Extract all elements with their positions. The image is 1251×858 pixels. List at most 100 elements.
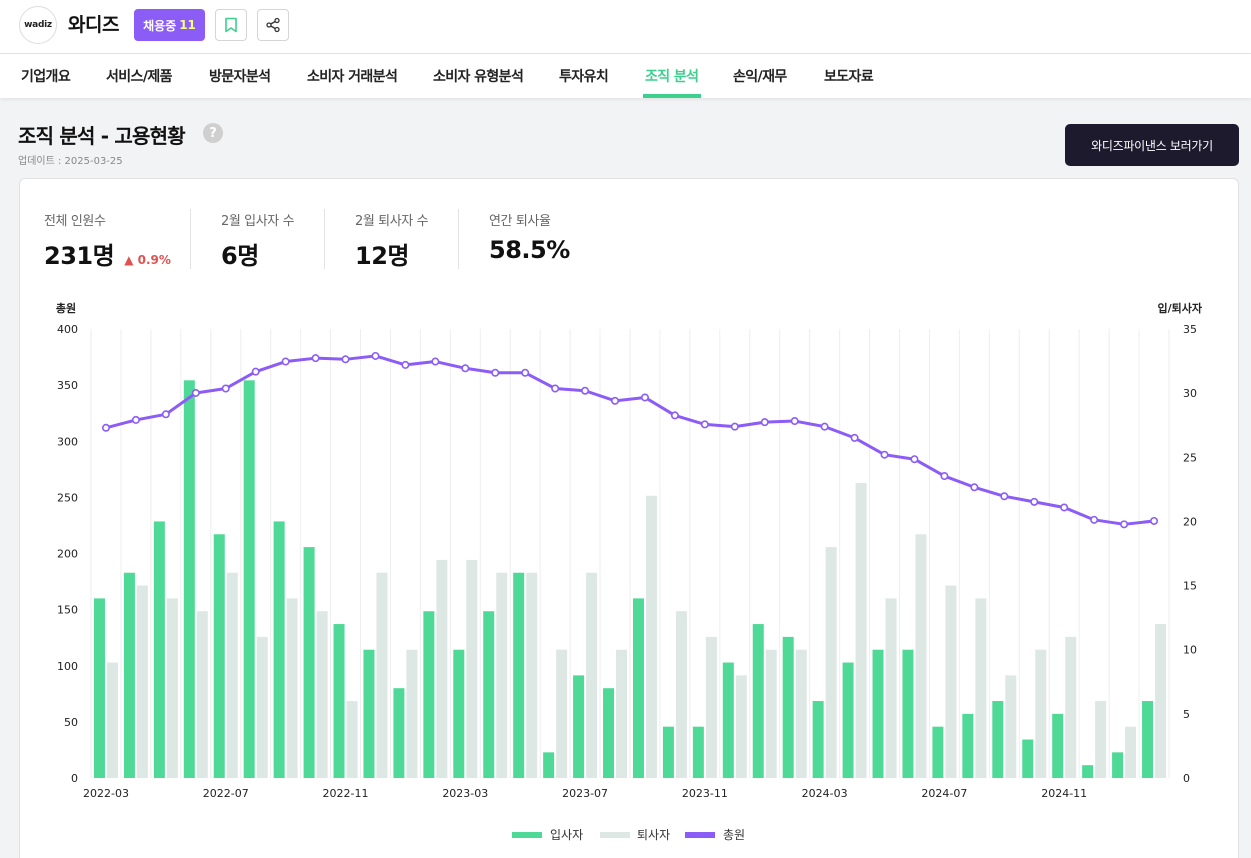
total-point bbox=[730, 422, 739, 431]
total-point bbox=[341, 355, 350, 364]
tab-consumer-type-analysis[interactable]: 소비자 유형분석 bbox=[433, 69, 524, 85]
left-tick-label: 150 bbox=[57, 604, 78, 617]
stat-annual-turnover: 연간 퇴사율 58.5% bbox=[489, 210, 570, 264]
divider bbox=[324, 209, 325, 269]
legend-total-swatch bbox=[685, 832, 715, 838]
hires-bar bbox=[573, 675, 585, 778]
tab-overview[interactable]: 기업개요 bbox=[21, 69, 71, 85]
left-tick-label: 250 bbox=[57, 491, 78, 504]
divider bbox=[458, 209, 459, 269]
total-point bbox=[1060, 503, 1069, 512]
leavers-bar bbox=[915, 534, 927, 778]
stat-value-row: 231명 ▲ 0.9% bbox=[44, 236, 171, 271]
left-axis-title: 총원 bbox=[56, 301, 76, 315]
hires-bar bbox=[752, 624, 764, 778]
hires-bar bbox=[962, 713, 974, 778]
tab-organization-analysis[interactable]: 조직 분석 bbox=[645, 69, 699, 85]
leavers-bar bbox=[855, 482, 867, 778]
leavers-bar bbox=[256, 636, 268, 778]
hires-bar bbox=[1082, 765, 1094, 778]
hires-bar bbox=[1142, 701, 1154, 778]
x-tick-label: 2023-03 bbox=[442, 787, 488, 800]
stat-value: 12명 bbox=[355, 242, 409, 270]
hires-bar bbox=[1052, 713, 1064, 778]
tab-transaction-analysis[interactable]: 소비자 거래분석 bbox=[307, 69, 398, 85]
total-point bbox=[850, 433, 859, 442]
hires-bar bbox=[902, 649, 914, 778]
hires-bar bbox=[513, 572, 525, 778]
total-point bbox=[521, 368, 530, 377]
leavers-bar bbox=[466, 559, 478, 778]
wadiz-finance-button[interactable]: 와디즈파이낸스 보러가기 bbox=[1065, 124, 1239, 166]
hires-bar bbox=[1112, 752, 1124, 778]
legend-hires-swatch bbox=[512, 832, 542, 838]
leavers-bar bbox=[1095, 701, 1107, 778]
share-button[interactable] bbox=[257, 9, 289, 41]
stat-delta: ▲ 0.9% bbox=[124, 253, 171, 267]
leavers-bar bbox=[735, 675, 747, 778]
hires-bar bbox=[483, 611, 495, 778]
bookmark-button[interactable] bbox=[215, 9, 247, 41]
top-header: wadiz 와디즈 채용중 11 bbox=[0, 0, 1251, 54]
help-icon[interactable]: ? bbox=[203, 123, 223, 143]
leavers-bar bbox=[556, 649, 568, 778]
hiring-count: 11 bbox=[179, 18, 196, 32]
hires-bar bbox=[782, 636, 794, 778]
stat-total-headcount: 전체 인원수 231명 ▲ 0.9% bbox=[44, 210, 171, 271]
hires-bar bbox=[992, 701, 1004, 778]
stat-monthly-leavers: 2월 퇴사자 수 12명 bbox=[355, 210, 429, 271]
leavers-bar bbox=[795, 649, 807, 778]
company-tabs: 기업개요 서비스/제품 방문자분석 소비자 거래분석 소비자 유형분석 투자유치… bbox=[0, 54, 1251, 98]
tab-investment[interactable]: 투자유치 bbox=[559, 69, 609, 85]
total-point bbox=[670, 411, 679, 420]
leavers-bar bbox=[166, 598, 178, 778]
leavers-bar bbox=[675, 611, 687, 778]
x-tick-label: 2022-11 bbox=[323, 787, 369, 800]
tab-services[interactable]: 서비스/제품 bbox=[106, 69, 173, 85]
tab-press[interactable]: 보도자료 bbox=[824, 69, 874, 85]
leavers-bar bbox=[825, 547, 837, 778]
leavers-bar bbox=[1065, 636, 1077, 778]
hires-bar bbox=[273, 521, 285, 778]
x-tick-label: 2022-03 bbox=[83, 787, 129, 800]
right-tick-label: 30 bbox=[1183, 387, 1197, 400]
total-point bbox=[640, 393, 649, 402]
leavers-bar bbox=[226, 572, 238, 778]
leavers-bar bbox=[526, 572, 538, 778]
tab-visitor-analysis[interactable]: 방문자분석 bbox=[209, 69, 271, 85]
total-point bbox=[940, 472, 949, 481]
hiring-badge-button[interactable]: 채용중 11 bbox=[134, 9, 205, 41]
hires-bar bbox=[842, 662, 854, 778]
legend-total-label: 총원 bbox=[723, 828, 745, 842]
hires-bar bbox=[183, 380, 195, 778]
right-tick-label: 0 bbox=[1183, 772, 1190, 785]
leavers-bar bbox=[406, 649, 418, 778]
tab-profit-finance[interactable]: 손익/재무 bbox=[733, 69, 787, 85]
hires-bar bbox=[632, 598, 644, 778]
legend-hires-label: 입사자 bbox=[550, 828, 583, 842]
hires-bar bbox=[333, 624, 345, 778]
x-tick-label: 2024-03 bbox=[802, 787, 848, 800]
hiring-label: 채용중 bbox=[143, 18, 177, 33]
total-point bbox=[820, 422, 829, 431]
hires-bar bbox=[722, 662, 734, 778]
company-logo[interactable]: wadiz bbox=[19, 6, 57, 44]
updated-date: 업데이트 : 2025-03-25 bbox=[18, 156, 123, 167]
employment-card: 전체 인원수 231명 ▲ 0.9% 2월 입사자 수 6명 2월 퇴사자 수 … bbox=[19, 178, 1239, 858]
x-tick-label: 2023-07 bbox=[562, 787, 608, 800]
hires-bar bbox=[363, 649, 375, 778]
hires-bar bbox=[1022, 739, 1034, 778]
total-point bbox=[700, 420, 709, 429]
hires-bar bbox=[812, 701, 824, 778]
total-point bbox=[970, 483, 979, 492]
hires-bar bbox=[123, 572, 135, 778]
leavers-bar bbox=[346, 701, 358, 778]
leavers-bar bbox=[1005, 675, 1017, 778]
right-axis-title: 입/퇴사자 bbox=[1158, 301, 1203, 315]
total-point bbox=[551, 384, 560, 393]
total-point bbox=[251, 367, 260, 376]
right-tick-label: 20 bbox=[1183, 515, 1197, 528]
total-point bbox=[910, 455, 919, 464]
total-point bbox=[371, 351, 380, 360]
leavers-bar bbox=[945, 585, 957, 778]
